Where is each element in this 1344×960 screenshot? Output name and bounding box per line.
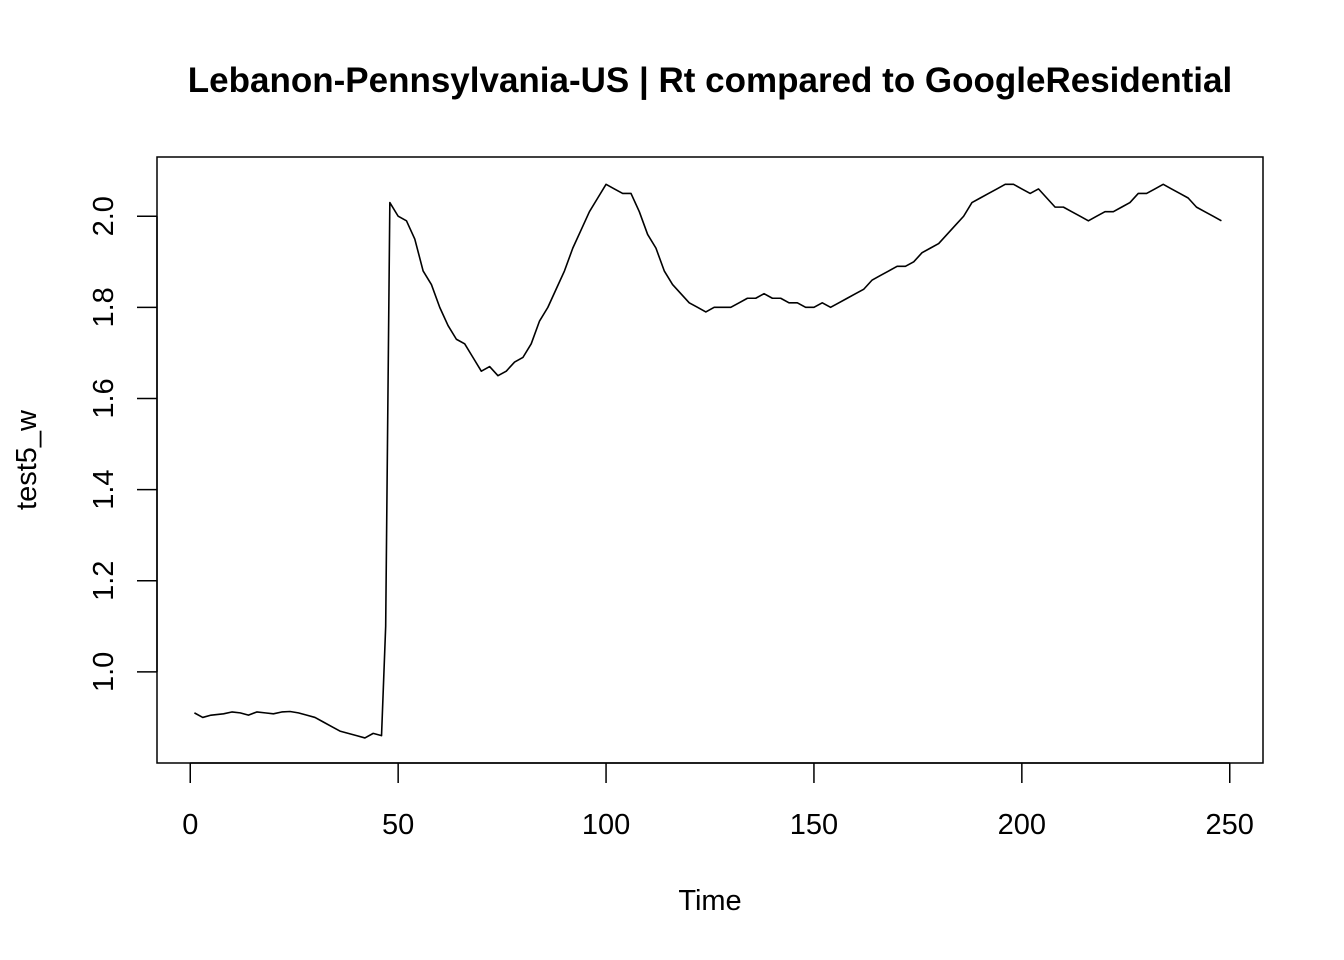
y-tick-label: 1.6 xyxy=(88,378,120,418)
y-tick-label: 1.2 xyxy=(88,561,120,601)
x-tick-label: 150 xyxy=(790,809,838,841)
y-tick-label: 1.4 xyxy=(88,469,120,509)
x-tick-label: 250 xyxy=(1206,809,1254,841)
x-tick-label: 200 xyxy=(998,809,1046,841)
y-tick-label: 1.8 xyxy=(88,287,120,327)
series-line xyxy=(194,183,1222,739)
y-tick-label: 1.0 xyxy=(88,652,120,692)
y-axis: 1.0 1.2 1.4 1.6 1.8 2.0 xyxy=(88,196,158,692)
plot-frame xyxy=(156,156,1264,764)
y-axis-label: test5_w xyxy=(11,409,43,510)
y-tick-label: 2.0 xyxy=(88,196,120,236)
x-axis-label: Time xyxy=(678,885,741,917)
x-axis: 0 50 100 150 200 250 xyxy=(182,762,1254,841)
chart-title: Lebanon-Pennsylvania-US | Rt compared to… xyxy=(188,61,1232,100)
x-tick-label: 0 xyxy=(182,809,198,841)
x-tick-label: 50 xyxy=(382,809,414,841)
x-tick-label: 100 xyxy=(582,809,630,841)
